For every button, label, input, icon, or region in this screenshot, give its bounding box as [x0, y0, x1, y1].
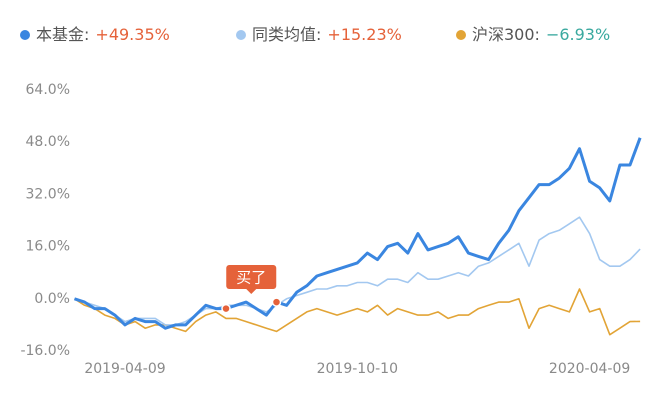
x-tick-label: 2020-04-09	[549, 361, 630, 377]
x-tick-label: 2019-10-10	[317, 361, 398, 377]
annotation-text: 买了	[236, 269, 266, 287]
y-tick-label: 16.0%	[26, 239, 70, 255]
legend-name: 同类均值:	[252, 25, 321, 44]
legend-label: 沪深300: −6.93%	[472, 25, 610, 44]
y-tick-label: 64.0%	[26, 82, 70, 98]
buy-point	[271, 297, 282, 307]
legend-name: 本基金:	[36, 25, 89, 44]
legend-dot	[236, 30, 246, 40]
y-tick-label: 48.0%	[26, 134, 70, 150]
legend-value: −6.93%	[546, 25, 610, 44]
annotation-pointer	[246, 289, 257, 294]
buy-point	[221, 303, 231, 314]
x-tick-label: 2019-04-09	[84, 361, 165, 377]
y-tick-label: 32.0%	[26, 186, 70, 202]
y-tick-label: -16.0%	[20, 343, 70, 359]
series-line	[74, 288, 641, 336]
legend-name: 沪深300:	[472, 25, 540, 44]
series-line	[74, 137, 642, 330]
legend-value: +15.23%	[327, 25, 401, 44]
y-tick-label: 0.0%	[34, 291, 70, 307]
series-line	[74, 216, 641, 326]
legend-value: +49.35%	[95, 25, 169, 44]
legend-dot	[456, 30, 466, 40]
legend-label: 本基金: +49.35%	[36, 25, 170, 44]
annotation-box	[226, 265, 277, 289]
legend-label: 同类均值: +15.23%	[252, 25, 402, 44]
legend-dot	[20, 30, 30, 40]
